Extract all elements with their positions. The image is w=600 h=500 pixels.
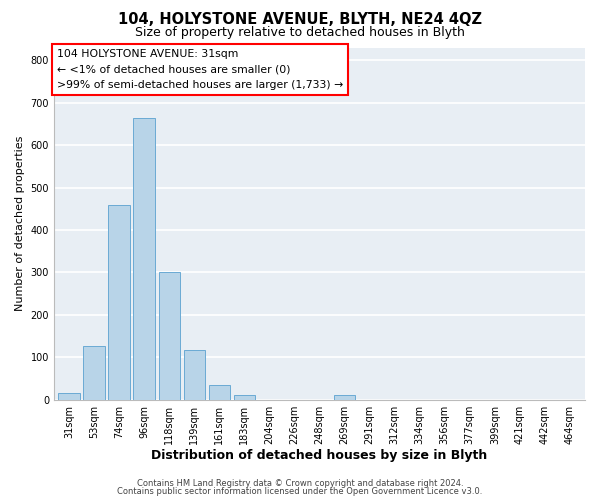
Bar bbox=[184, 350, 205, 400]
Text: 104, HOLYSTONE AVENUE, BLYTH, NE24 4QZ: 104, HOLYSTONE AVENUE, BLYTH, NE24 4QZ bbox=[118, 12, 482, 28]
Text: Contains HM Land Registry data © Crown copyright and database right 2024.: Contains HM Land Registry data © Crown c… bbox=[137, 478, 463, 488]
Bar bbox=[233, 396, 255, 400]
Bar bbox=[133, 118, 155, 400]
Text: 104 HOLYSTONE AVENUE: 31sqm
← <1% of detached houses are smaller (0)
>99% of sem: 104 HOLYSTONE AVENUE: 31sqm ← <1% of det… bbox=[56, 50, 343, 90]
Y-axis label: Number of detached properties: Number of detached properties bbox=[15, 136, 25, 312]
Bar bbox=[158, 272, 180, 400]
Text: Contains public sector information licensed under the Open Government Licence v3: Contains public sector information licen… bbox=[118, 487, 482, 496]
Bar bbox=[83, 346, 104, 400]
Bar bbox=[334, 396, 355, 400]
Bar bbox=[209, 385, 230, 400]
Text: Size of property relative to detached houses in Blyth: Size of property relative to detached ho… bbox=[135, 26, 465, 39]
Bar bbox=[109, 204, 130, 400]
X-axis label: Distribution of detached houses by size in Blyth: Distribution of detached houses by size … bbox=[151, 450, 488, 462]
Bar bbox=[58, 394, 80, 400]
